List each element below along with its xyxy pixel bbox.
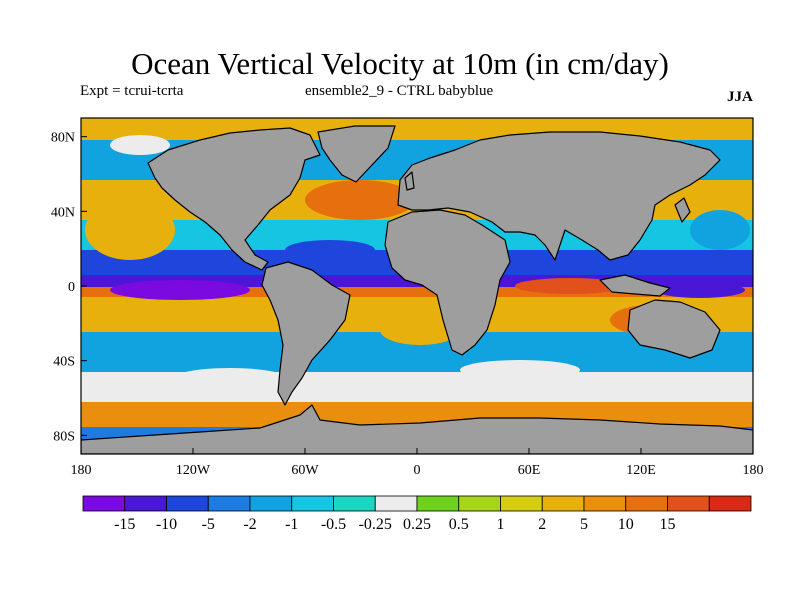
y-tick-label: 40S <box>53 355 75 370</box>
australia <box>627 299 721 359</box>
colorbar-swatch <box>124 495 167 512</box>
x-tick-label: 0 <box>414 463 421 478</box>
colorbar-label: -10 <box>156 516 177 533</box>
japan <box>674 197 691 223</box>
x-tick-label: 180 <box>71 463 92 478</box>
north-america <box>147 127 321 271</box>
colorbar-label: -0.25 <box>359 516 392 533</box>
colorbar-label: 0.25 <box>403 516 431 533</box>
colorbar-label: 0.5 <box>449 516 469 533</box>
y-tick-label: 80S <box>53 429 75 444</box>
ensemble-label: ensemble2_9 - CTRL babyblue <box>305 83 494 99</box>
x-tick-label: 180 <box>743 463 764 478</box>
colorbar-label: -5 <box>202 516 215 533</box>
greenland <box>317 125 396 183</box>
y-tick-label: 40N <box>51 205 75 220</box>
y-tick-label: 0 <box>68 280 75 295</box>
colorbar-swatch <box>291 495 334 512</box>
colorbar-label: -2 <box>243 516 256 533</box>
colorbar: -15 -10 -5 -2 -1 -0.5 -0.25 0.25 0.5 1 2 5 10 15 <box>82 495 752 533</box>
x-tick-label: 120E <box>626 463 656 478</box>
page-title: Ocean Vertical Velocity at 10m (in cm/da… <box>131 46 669 81</box>
colorbar-label: -15 <box>114 516 135 533</box>
colorbar-label: -0.5 <box>321 516 346 533</box>
colorbar-label: 1 <box>497 516 505 533</box>
map-panel <box>81 118 753 454</box>
great-britain <box>404 171 415 191</box>
colorbar-label: 15 <box>660 516 676 533</box>
longitude-ticks: 180 120W 60W 0 60E 120E 180 <box>71 448 764 478</box>
colorbar-swatch <box>458 495 501 512</box>
antarctica <box>81 404 753 454</box>
colorbar-swatch <box>249 495 293 512</box>
colorbar-label: 2 <box>538 516 546 533</box>
indonesia <box>599 274 671 297</box>
colorbar-swatch <box>667 495 710 512</box>
colorbar-swatch <box>374 495 418 512</box>
colorbar-swatch <box>541 495 585 512</box>
x-tick-label: 120W <box>176 463 211 478</box>
colorbar-label: 5 <box>580 516 588 533</box>
experiment-label: Expt = tcrui-tcrta <box>80 83 184 99</box>
colorbar-label: 10 <box>618 516 634 533</box>
x-tick-label: 60E <box>518 463 541 478</box>
colorbar-swatch <box>166 495 209 512</box>
colorbar-swatch <box>416 495 460 512</box>
season-label: JJA <box>727 89 753 105</box>
africa <box>384 209 511 356</box>
colorbar-swatch <box>708 495 752 512</box>
colorbar-swatch <box>625 495 668 512</box>
south-america <box>261 261 351 406</box>
colorbar-swatch <box>583 495 627 512</box>
colorbar-swatch <box>82 495 126 512</box>
y-tick-label: 80N <box>51 131 75 146</box>
latitude-ticks: 80N 40N 0 40S 80S <box>51 131 87 444</box>
x-tick-label: 60W <box>291 463 319 478</box>
eurasia <box>397 131 721 261</box>
colorbar-swatch <box>207 495 251 512</box>
colorbar-swatch <box>333 495 376 512</box>
land-masses <box>81 125 753 454</box>
colorbar-swatch <box>500 495 543 512</box>
colorbar-label: -1 <box>285 516 298 533</box>
